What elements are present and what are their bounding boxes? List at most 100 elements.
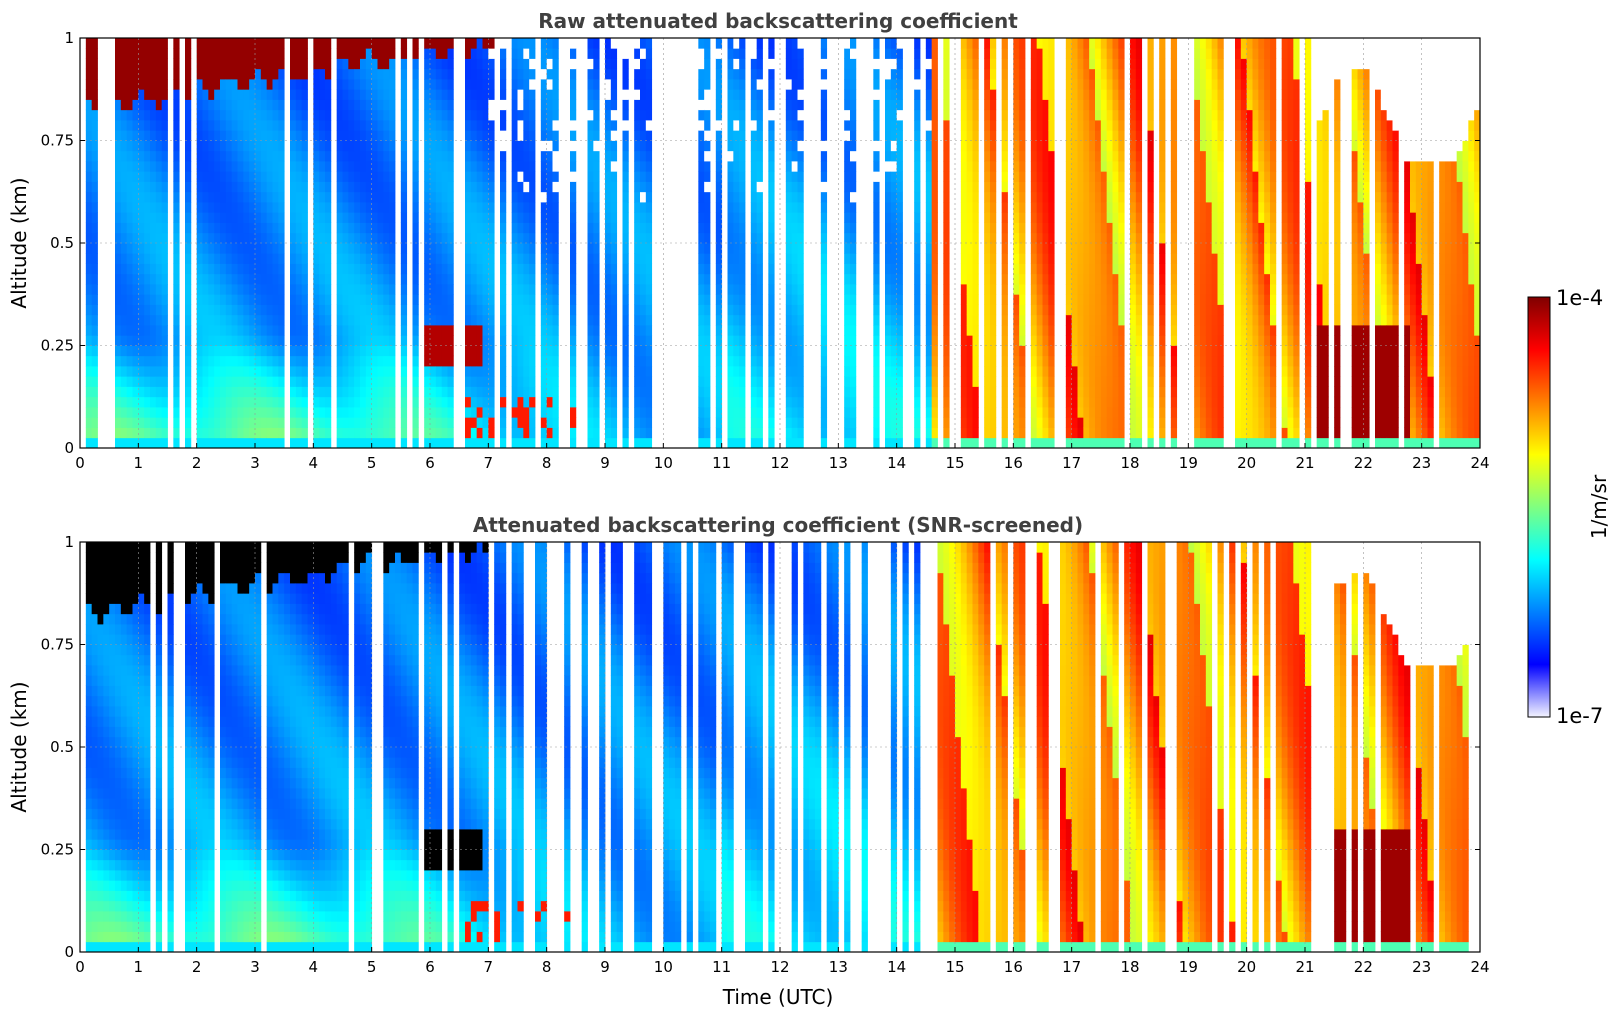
heatmap-cell [850, 171, 857, 182]
heatmap-cell [570, 79, 577, 90]
heatmap-cell [150, 140, 157, 152]
heatmap-cell [447, 99, 454, 111]
heatmap-cell [984, 150, 991, 162]
heatmap-cell [126, 58, 133, 70]
heatmap-cell [1019, 407, 1026, 418]
heatmap-cell [377, 99, 384, 111]
heatmap-cell [389, 376, 396, 387]
heatmap-cell [371, 79, 378, 90]
heatmap-cell [260, 79, 268, 90]
heatmap-cell [424, 427, 431, 439]
heatmap-cell [155, 79, 163, 90]
heatmap-cell [1159, 150, 1166, 162]
heatmap-cell [115, 212, 122, 223]
heatmap-cell [820, 263, 828, 275]
heatmap-cell [791, 109, 798, 121]
heatmap-cell [850, 386, 857, 398]
heatmap-cell [640, 79, 647, 90]
heatmap-cell [500, 130, 507, 141]
heatmap-cell [523, 386, 530, 398]
heatmap-cell [412, 263, 419, 275]
heatmap-cell [220, 396, 227, 408]
heatmap-cell [931, 181, 938, 193]
heatmap-cell [295, 304, 303, 316]
heatmap-cell [1106, 325, 1113, 336]
heatmap-cell [1019, 222, 1026, 234]
heatmap-cell [144, 202, 151, 213]
heatmap-cell [301, 304, 308, 316]
heatmap-cell [470, 284, 478, 295]
heatmap-cell [850, 150, 857, 162]
heatmap-cell [540, 232, 548, 244]
heatmap-cell [797, 150, 804, 162]
heatmap-cell [610, 355, 618, 367]
heatmap-cell [966, 376, 973, 387]
heatmap-cell [1030, 222, 1038, 234]
heatmap-cell [295, 79, 303, 90]
heatmap-cell [1159, 232, 1166, 244]
heatmap-cell [150, 191, 157, 203]
heatmap-cell [750, 109, 758, 121]
heatmap-cell [820, 325, 828, 336]
heatmap-cell [412, 48, 419, 59]
heatmap-cell [196, 171, 203, 182]
heatmap-cell [441, 376, 448, 387]
heatmap-cell [132, 232, 139, 244]
heatmap-cell [523, 38, 530, 49]
heatmap-cell [715, 386, 723, 398]
heatmap-cell [447, 120, 454, 131]
heatmap-cell [85, 345, 93, 357]
heatmap-cell [645, 130, 653, 141]
heatmap-cell [389, 427, 396, 439]
heatmap-cell [272, 273, 279, 285]
heatmap-cell [593, 263, 600, 275]
heatmap-cell [319, 99, 326, 111]
heatmap-cell [441, 48, 448, 59]
heatmap-cell [225, 89, 233, 100]
heatmap-cell [260, 109, 268, 121]
heatmap-cell [301, 99, 308, 111]
heatmap-cell [727, 304, 734, 316]
heatmap-cell [797, 407, 804, 418]
heatmap-cell [984, 48, 991, 59]
heatmap-cell [290, 38, 297, 49]
heatmap-cell [715, 366, 723, 377]
heatmap-cell [342, 243, 349, 254]
heatmap-cell [441, 284, 448, 295]
heatmap-cell [1200, 386, 1207, 398]
heatmap-cell [400, 355, 408, 367]
heatmap-cell [645, 191, 653, 203]
heatmap-cell [214, 222, 221, 234]
heatmap-cell [365, 427, 373, 439]
heatmap-cell [354, 232, 361, 244]
heatmap-cell [1001, 232, 1008, 244]
heatmap-cell [820, 417, 828, 428]
heatmap-cell [255, 396, 262, 408]
heatmap-cell [115, 79, 122, 90]
heatmap-cell [319, 120, 326, 131]
heatmap-cell [1077, 243, 1084, 254]
heatmap-cell [488, 38, 495, 49]
heatmap-cell [610, 345, 618, 357]
heatmap-cell [482, 396, 489, 408]
heatmap-cell [202, 232, 209, 244]
heatmap-cell [634, 109, 641, 121]
heatmap-cell [488, 396, 495, 408]
heatmap-cell [890, 304, 898, 316]
heatmap-cell [698, 284, 705, 295]
heatmap-cell [85, 99, 93, 111]
heatmap-cell [115, 294, 122, 305]
heatmap-cell [587, 417, 594, 428]
heatmap-cell [91, 263, 98, 275]
heatmap-cell [120, 68, 128, 80]
heatmap-cell [342, 109, 349, 121]
heatmap-cell [727, 437, 734, 449]
heatmap-cell [1077, 427, 1084, 439]
heatmap-cell [1030, 99, 1038, 111]
heatmap-cell [966, 263, 973, 275]
heatmap-cell [1100, 386, 1108, 398]
heatmap-cell [319, 325, 326, 336]
heatmap-cell [441, 427, 448, 439]
heatmap-cell [797, 222, 804, 234]
heatmap-cell [523, 130, 530, 141]
